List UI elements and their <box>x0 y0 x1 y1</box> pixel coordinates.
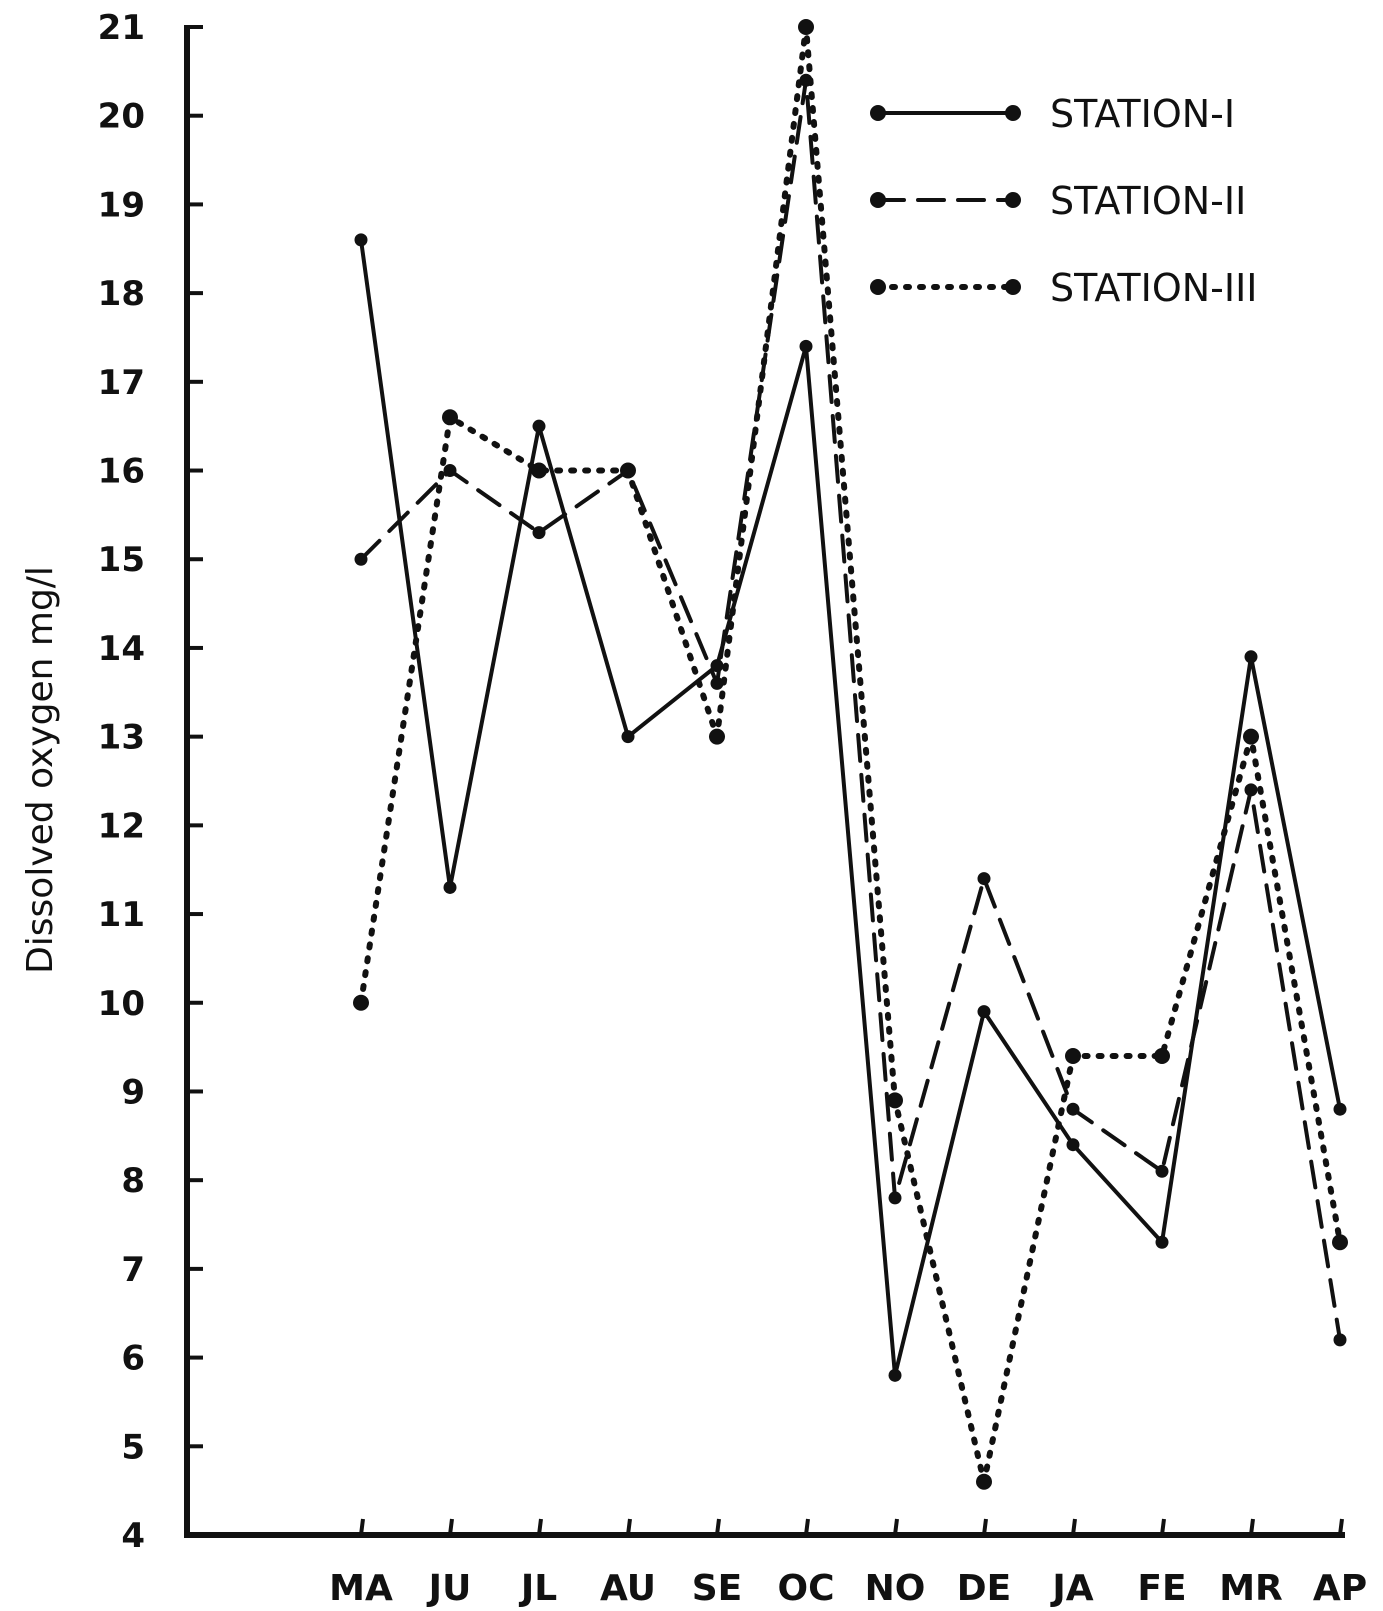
data-point <box>1154 1047 1170 1064</box>
data-point <box>531 462 547 479</box>
series-lines <box>358 24 1343 1485</box>
legend-marker <box>870 105 886 121</box>
data-point <box>1066 1102 1080 1116</box>
x-tick-mark <box>359 1518 365 1536</box>
x-tick-label: OC <box>777 1568 834 1609</box>
x-tick-label: JL <box>518 1568 557 1609</box>
data-point <box>620 462 636 479</box>
y-tick-label: 14 <box>98 629 145 669</box>
x-axis-ticks: MA JU JL AU SE OC NO DE JA FE MR AP <box>329 1518 1367 1609</box>
data-point <box>1332 1234 1348 1251</box>
legend-label: STATION-II <box>1050 179 1246 223</box>
legend-marker <box>1005 105 1021 121</box>
data-point <box>1333 1102 1347 1116</box>
series-line-1 <box>359 237 1342 1378</box>
data-point <box>1244 783 1258 797</box>
y-tick-label: 5 <box>121 1427 145 1467</box>
data-point <box>532 419 546 433</box>
y-tick-label: 11 <box>98 895 145 935</box>
y-axis-label: Dissolved oxygen mg/l <box>20 566 61 974</box>
legend-marker <box>1005 192 1021 208</box>
data-point <box>1066 1138 1080 1152</box>
y-tick-label: 17 <box>98 363 145 403</box>
data-point <box>354 233 368 247</box>
data-point <box>709 728 725 745</box>
y-tick-label: 7 <box>121 1250 145 1290</box>
legend: STATION-I STATION-II STATION-III <box>870 92 1258 310</box>
x-tick-label: JA <box>1049 1568 1093 1609</box>
x-tick-label: SE <box>692 1568 743 1609</box>
x-tick-label: MR <box>1219 1568 1283 1609</box>
y-tick-label: 16 <box>98 452 145 492</box>
legend-marker <box>870 192 886 208</box>
x-tick-label: DE <box>957 1568 1011 1609</box>
data-point <box>353 994 369 1011</box>
data-point <box>888 1368 902 1382</box>
data-point <box>621 730 635 744</box>
data-point <box>1155 1164 1169 1178</box>
x-tick-label: AU <box>600 1568 656 1609</box>
legend-label: STATION-I <box>1050 92 1235 136</box>
x-tick-label: FE <box>1137 1568 1186 1609</box>
series-points <box>353 19 1348 1490</box>
y-tick-label: 20 <box>98 97 145 137</box>
x-tick-mark <box>982 1518 988 1536</box>
data-point <box>888 1191 902 1205</box>
data-point <box>443 880 457 894</box>
legend-marker <box>870 279 886 295</box>
x-tick-label: AP <box>1313 1568 1367 1609</box>
x-tick-mark <box>1249 1518 1255 1536</box>
series-line-3 <box>358 24 1343 1485</box>
data-point <box>1065 1047 1081 1064</box>
x-tick-mark <box>537 1518 543 1536</box>
data-point <box>1244 650 1258 664</box>
data-point <box>532 526 546 540</box>
x-tick-mark <box>448 1518 454 1536</box>
series-line-2 <box>359 78 1342 1342</box>
y-tick-label: 8 <box>121 1161 145 1201</box>
legend-marker <box>1005 279 1021 295</box>
legend-label: STATION-III <box>1050 266 1258 310</box>
y-tick-label: 18 <box>98 274 145 314</box>
x-tick-mark <box>626 1518 632 1536</box>
data-point <box>977 872 991 886</box>
data-point <box>1155 1235 1169 1249</box>
y-tick-label: 4 <box>121 1516 145 1556</box>
x-tick-mark <box>893 1518 899 1536</box>
data-point <box>443 464 457 478</box>
y-tick-label: 15 <box>98 540 145 580</box>
x-tick-mark <box>804 1518 810 1536</box>
data-point <box>710 659 724 673</box>
x-tick-mark <box>715 1518 721 1536</box>
axes <box>184 25 1345 1538</box>
y-tick-label: 13 <box>98 718 145 758</box>
y-tick-label: 10 <box>98 984 145 1024</box>
x-tick-label: NO <box>865 1568 926 1609</box>
data-point <box>977 1005 991 1019</box>
data-point <box>799 339 813 353</box>
x-tick-label: JU <box>426 1568 472 1609</box>
y-tick-label: 21 <box>98 8 145 48</box>
y-tick-label: 9 <box>121 1072 145 1112</box>
y-tick-label: 12 <box>98 806 145 846</box>
y-tick-label: 19 <box>98 185 145 225</box>
data-point <box>799 73 813 87</box>
y-tick-label: 6 <box>121 1339 145 1379</box>
data-point <box>442 409 458 426</box>
data-point <box>887 1092 903 1109</box>
data-point <box>1243 728 1259 745</box>
x-tick-label: MA <box>329 1568 393 1609</box>
data-point <box>976 1473 992 1490</box>
x-tick-mark <box>1071 1518 1077 1536</box>
data-point <box>354 552 368 566</box>
x-tick-mark <box>1338 1518 1344 1536</box>
x-tick-mark <box>1160 1518 1166 1536</box>
y-axis-ticks: 4 5 6 7 8 9 10 11 12 13 14 15 16 17 18 19 20 21 <box>98 8 203 1556</box>
data-point <box>1333 1333 1347 1347</box>
data-point <box>710 676 724 690</box>
data-point <box>798 19 814 35</box>
